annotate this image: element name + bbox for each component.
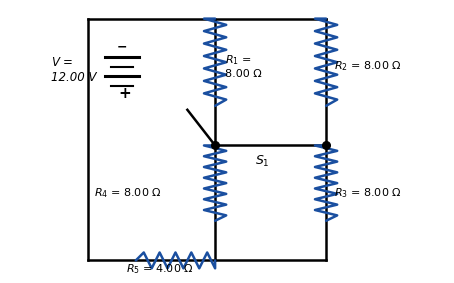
Text: $V$ =
12.00 V: $V$ = 12.00 V: [51, 56, 96, 84]
Text: $R_5$ = 4.00 Ω: $R_5$ = 4.00 Ω: [126, 262, 193, 276]
Text: $S_1$: $S_1$: [255, 154, 270, 169]
Text: $R_2$ = 8.00 Ω: $R_2$ = 8.00 Ω: [334, 59, 402, 73]
Text: $R_4$ = 8.00 Ω: $R_4$ = 8.00 Ω: [94, 186, 162, 200]
Text: −: −: [117, 41, 127, 54]
Text: +: +: [119, 86, 132, 101]
Text: $R_1$ =
8.00 Ω: $R_1$ = 8.00 Ω: [225, 53, 262, 79]
Text: $R_3$ = 8.00 Ω: $R_3$ = 8.00 Ω: [334, 186, 402, 200]
